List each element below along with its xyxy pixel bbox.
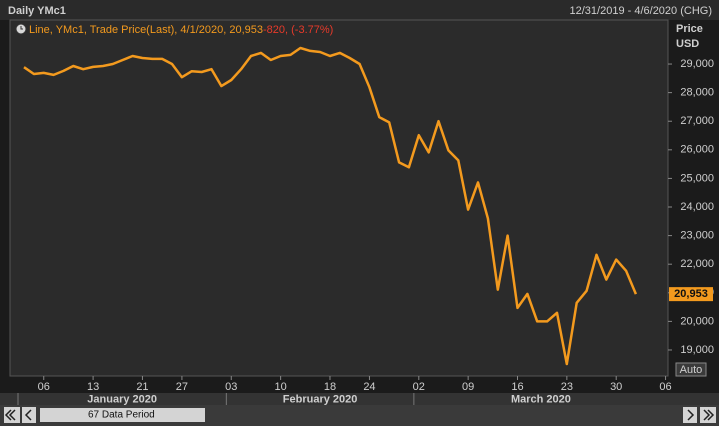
period-label: 67 Data Period [88,410,155,421]
legend-text: Line, YMc1, Trade Price(Last), 4/1/2020,… [29,24,263,36]
month-label: March 2020 [511,393,571,405]
y-tick-label: 25,000 [680,172,714,184]
x-tick-label: 06 [38,381,50,393]
date-range: 12/31/2019 - 4/6/2020 (CHG) [570,5,712,17]
month-label: January 2020 [87,393,157,405]
y-tick-label: 19,000 [680,344,714,356]
x-tick-label: 27 [176,381,188,393]
legend-change: -820, (-3.77%) [263,24,333,36]
y-axis-label: Price [676,23,703,35]
scroll-prev-icon [24,409,32,421]
plot-area [9,19,669,377]
x-tick-label: 13 [87,381,99,393]
legend-icon-hand [20,26,23,30]
scroll-next-icon [687,409,695,421]
x-tick-label: 21 [136,381,148,393]
last-price-box [669,287,713,302]
title-bar [0,0,719,20]
y-tick-label: 27,000 [680,115,714,127]
y-axis-unit: USD [676,38,699,50]
y-tick-label: 20,000 [680,315,714,327]
legend-line: Line, YMc1, Trade Price(Last), 4/1/2020,… [29,24,333,36]
scroll-thumb[interactable] [40,408,205,422]
y-tick-label: 28,000 [680,87,714,99]
y-tick-label: 29,000 [680,58,714,70]
x-tick-label: 30 [610,381,622,393]
y-tick-label: 26,000 [680,144,714,156]
scroll-last-icon [703,409,715,421]
x-tick-label: 23 [561,381,573,393]
scroll-next[interactable] [683,407,697,423]
scroll-prev[interactable] [22,407,36,423]
auto-button[interactable] [675,362,707,377]
x-tick-label: 18 [324,381,336,393]
auto-label[interactable]: Auto [680,364,703,376]
scroll-first-icon [4,409,16,421]
price-line [23,46,638,366]
last-price-label: 20,953 [674,288,708,300]
month-label: February 2020 [283,393,358,405]
x-tick-label: 03 [225,381,237,393]
x-tick-label: 16 [511,381,523,393]
y-tick-label: 24,000 [680,201,714,213]
scroll-first[interactable] [4,407,20,423]
y-tick-label: 23,000 [680,230,714,242]
chart-title: Daily YMc1 [8,5,66,17]
month-row [0,393,719,405]
x-tick-label: 10 [274,381,286,393]
x-tick-label: 09 [462,381,474,393]
x-tick-label: 06 [659,381,671,393]
x-tick-label: 02 [413,381,425,393]
y-tick-label: 22,000 [680,258,714,270]
x-tick-label: 24 [363,381,375,393]
